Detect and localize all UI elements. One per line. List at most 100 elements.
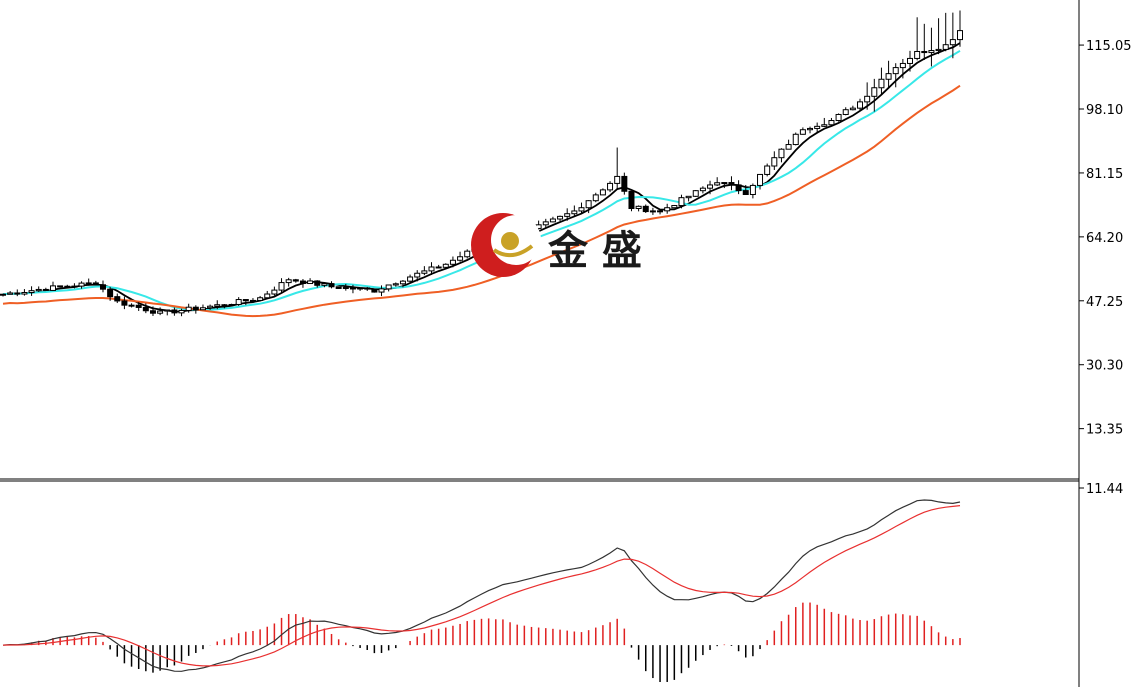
candle-body xyxy=(464,250,471,258)
candle-body xyxy=(757,173,764,186)
candle-body xyxy=(64,285,71,288)
y-tick-label: 81.15 xyxy=(1086,167,1123,182)
logo-text: 金 盛 xyxy=(547,228,642,274)
candle-body xyxy=(607,182,614,191)
candle-body xyxy=(392,283,399,286)
price-panel: 金 盛 xyxy=(0,10,963,318)
candle-body xyxy=(935,48,942,52)
candle-body xyxy=(171,309,178,314)
candle-body xyxy=(571,210,578,215)
candlestick-series xyxy=(0,10,963,317)
moving-average-lines xyxy=(2,42,961,318)
ma-line-20 xyxy=(2,84,961,318)
candle-body xyxy=(942,44,949,50)
candle-body xyxy=(414,272,421,278)
candle-body xyxy=(192,306,199,311)
logo-gold-ball xyxy=(501,232,519,250)
candle-body xyxy=(449,259,456,265)
candle-body xyxy=(592,194,599,202)
candle-body xyxy=(685,195,692,199)
candle-body xyxy=(892,67,899,75)
candle-body xyxy=(664,207,671,212)
candle-body xyxy=(792,133,799,146)
macd-lines xyxy=(2,499,961,672)
candle-body xyxy=(28,290,35,294)
candle-body xyxy=(928,50,935,54)
candle-body xyxy=(614,175,621,184)
candle-body xyxy=(249,299,256,302)
candle-body xyxy=(671,205,678,209)
candle-body xyxy=(235,299,242,305)
candle-body xyxy=(921,50,928,54)
candle-body xyxy=(914,50,921,59)
candle-body xyxy=(864,95,871,103)
macd-dif-line xyxy=(2,499,961,672)
candle-body xyxy=(135,304,142,308)
candle-body xyxy=(35,288,42,292)
y-tick-label: 30.30 xyxy=(1086,359,1123,374)
macd-dea-line xyxy=(2,505,961,667)
candle-body xyxy=(271,289,278,295)
candle-body xyxy=(128,304,135,307)
candle-body xyxy=(207,305,214,309)
candle-body xyxy=(557,215,564,220)
candle-body xyxy=(92,282,99,286)
candle-body xyxy=(278,282,285,291)
candle-body xyxy=(764,165,771,175)
candle-body xyxy=(0,293,6,296)
candle-body xyxy=(71,285,78,288)
candle-body xyxy=(42,288,49,291)
candle-body xyxy=(107,288,114,298)
candle-body xyxy=(771,157,778,167)
candle-body xyxy=(442,263,449,268)
candle-body xyxy=(228,303,235,306)
candle-body xyxy=(821,124,828,127)
candle-body xyxy=(749,184,756,196)
candle-body xyxy=(899,62,906,69)
candle-body xyxy=(885,73,892,80)
y-tick-label: 64.20 xyxy=(1086,231,1123,246)
candle-body xyxy=(585,200,592,209)
candle-body xyxy=(7,292,14,295)
candle-body xyxy=(657,210,664,213)
candle-body xyxy=(435,266,442,269)
candle-body xyxy=(635,205,642,209)
candle-body xyxy=(849,107,856,111)
candle-body xyxy=(871,87,878,97)
candle-body xyxy=(714,182,721,186)
candle-body xyxy=(785,144,792,150)
candle-body xyxy=(242,299,249,302)
candle-body xyxy=(157,310,164,314)
candle-body xyxy=(314,280,321,286)
candle-body xyxy=(85,282,92,285)
candle-body xyxy=(778,148,785,159)
macd-tick-label: 11.44 xyxy=(1086,482,1123,497)
candle-body xyxy=(699,187,706,192)
candle-body xyxy=(549,218,556,223)
candle-body xyxy=(857,101,864,109)
candle-body xyxy=(335,286,342,289)
candle-body xyxy=(49,285,56,291)
candle-body xyxy=(371,288,378,293)
y-tick-label: 47.25 xyxy=(1086,295,1123,310)
y-tick-label: 115.05 xyxy=(1086,39,1132,54)
candle-body xyxy=(385,284,392,290)
candle-body xyxy=(621,175,628,192)
candle-body xyxy=(728,182,735,186)
candle-body xyxy=(407,276,414,282)
candle-body xyxy=(949,39,956,46)
logo-gold-swoosh xyxy=(492,244,534,258)
watermark-logo: 金 盛 xyxy=(471,213,642,277)
candle-body xyxy=(328,283,335,288)
candle-body xyxy=(307,280,314,285)
candle-body xyxy=(57,285,64,288)
price-axis: 115.05 98.10 81.15 64.20 47.25 30.30 13.35 xyxy=(1079,39,1132,438)
candle-body xyxy=(121,300,128,306)
candle-body xyxy=(257,297,264,301)
candle-body xyxy=(264,293,271,299)
candle-body xyxy=(14,292,21,295)
candle-body xyxy=(707,184,714,189)
candle-body xyxy=(21,292,28,295)
candle-body xyxy=(99,284,106,290)
